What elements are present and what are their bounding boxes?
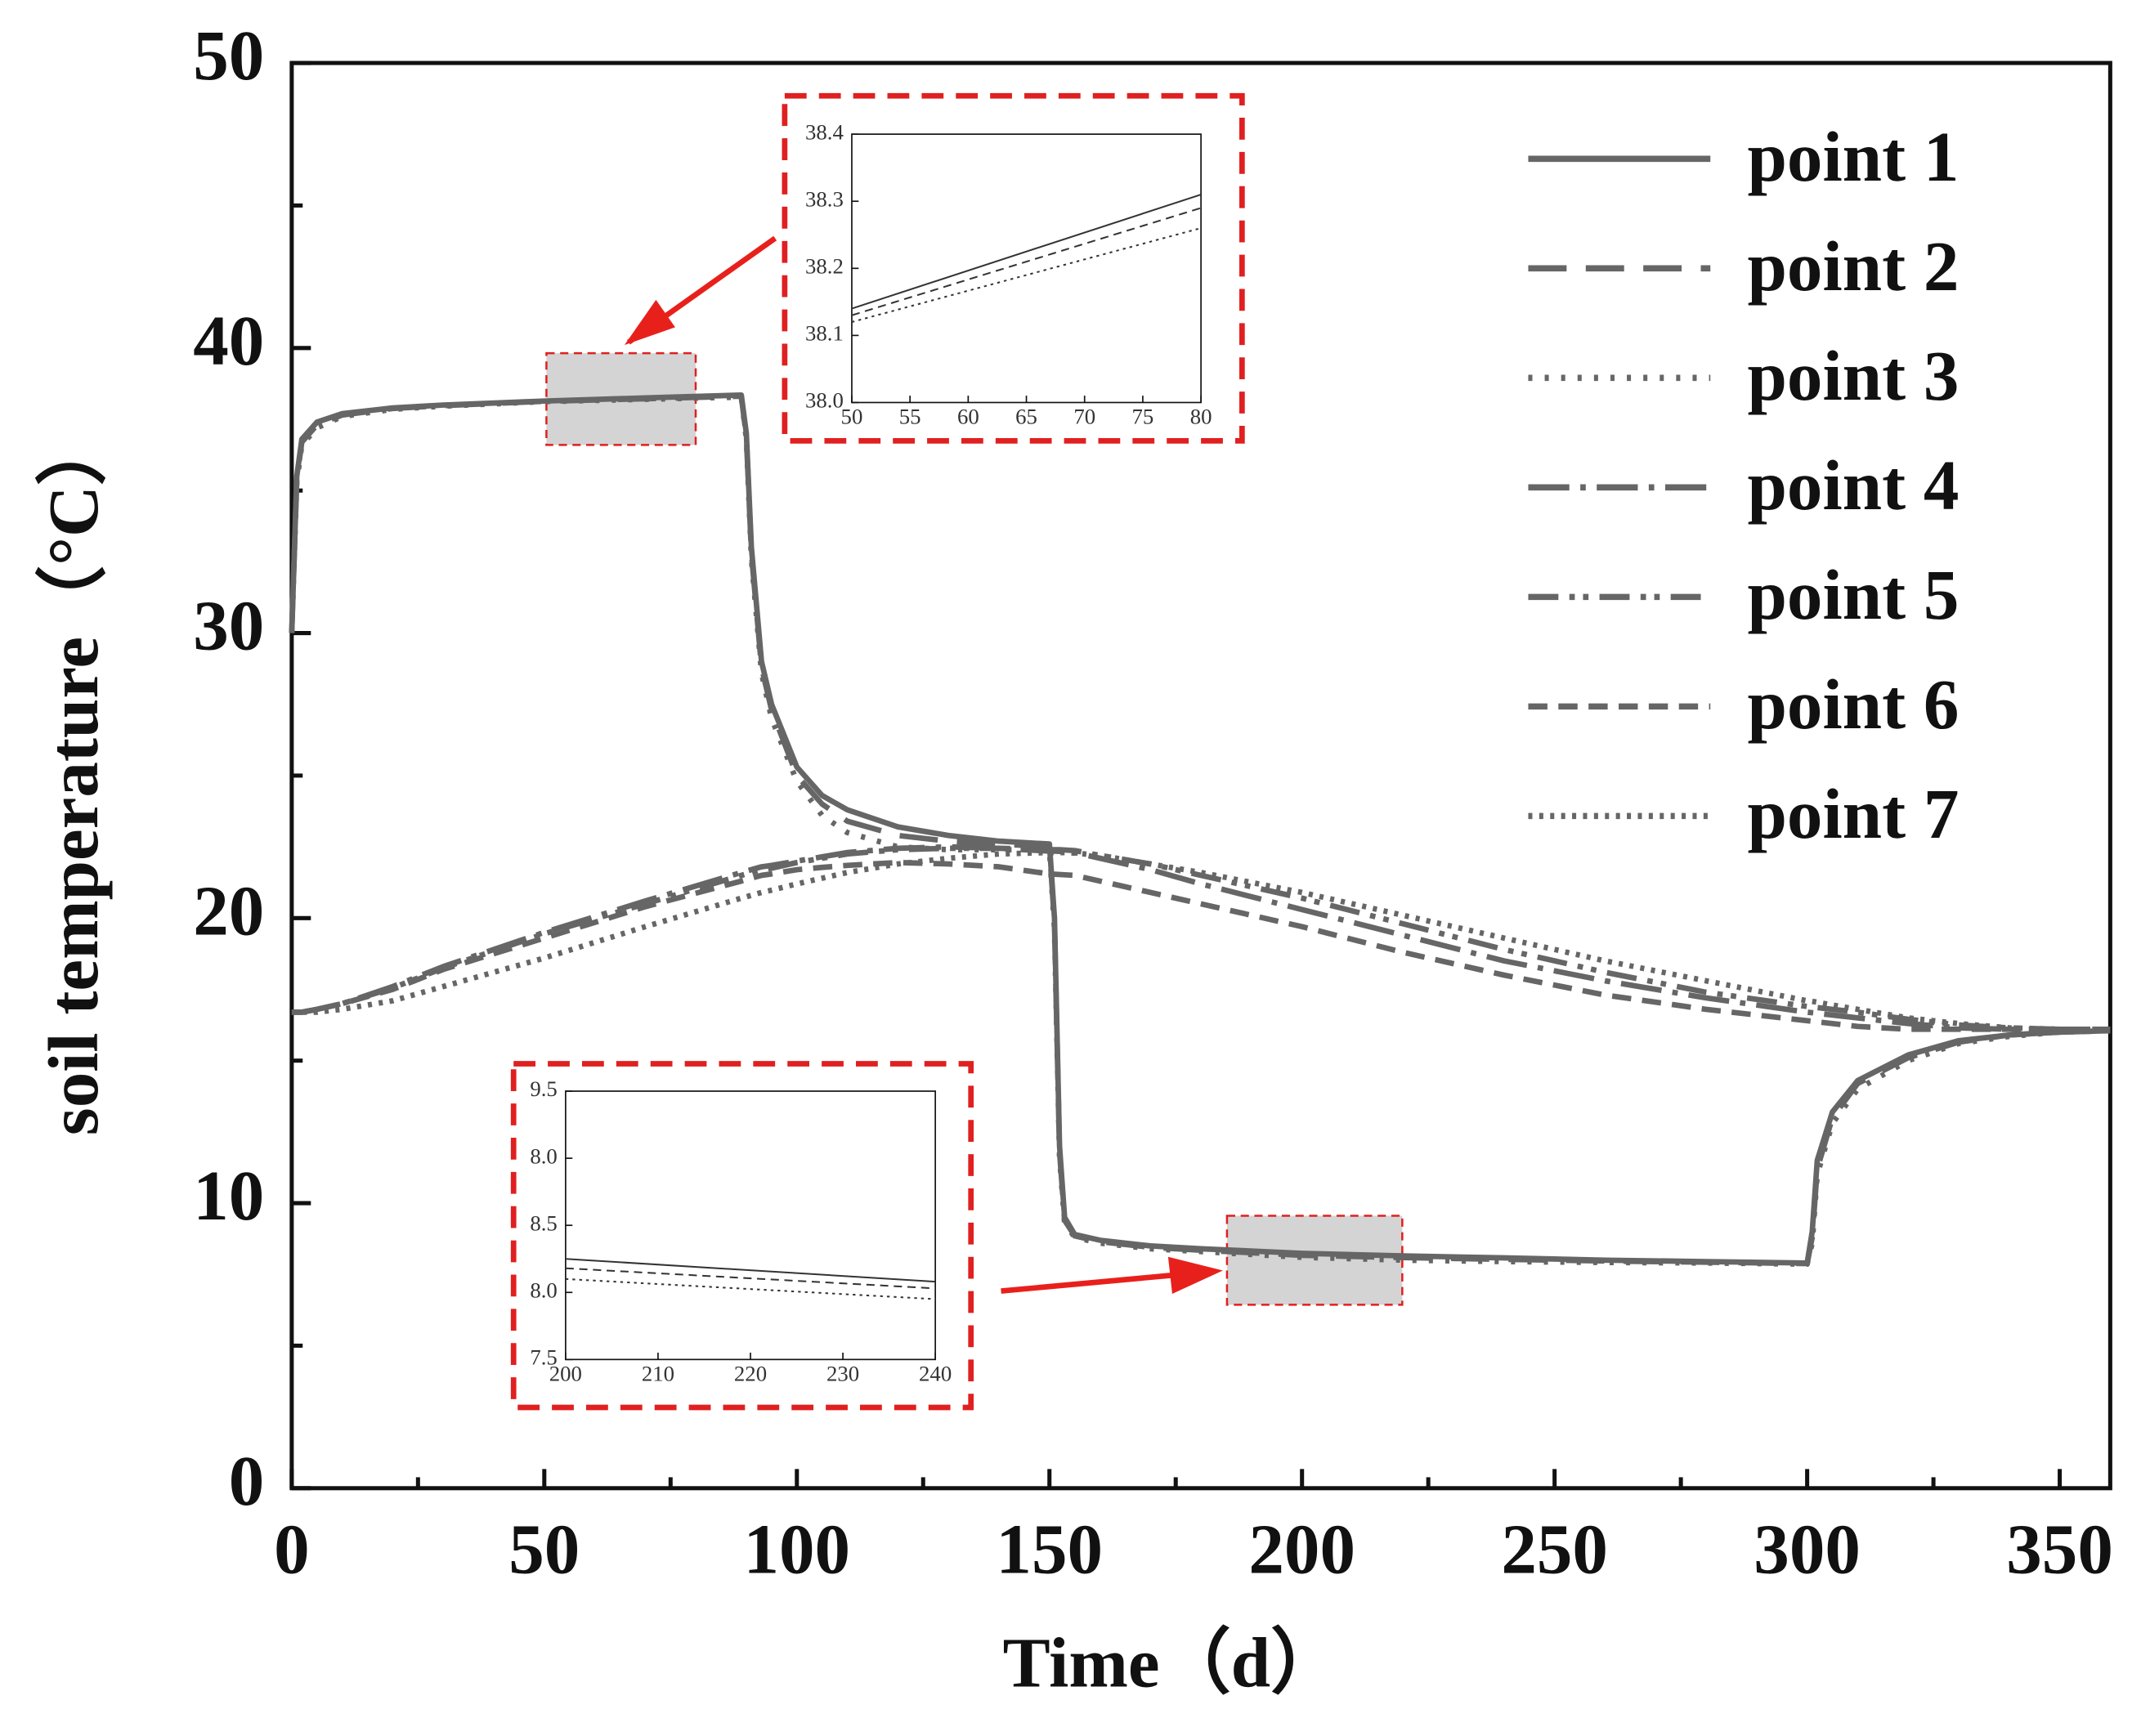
arrow [1001,1272,1180,1294]
arrow-head [1167,1256,1223,1294]
legend-label: point 5 [1747,555,1959,634]
y-tick-label: 50 [193,16,264,95]
x-tick-label: 200 [549,1362,582,1386]
x-tick-label: 80 [1190,405,1212,429]
y-tick-label: 38.3 [805,186,844,211]
x-tick-label: 50 [841,405,863,429]
y-tick-label: 38.1 [805,321,844,346]
x-tick-label: 65 [1015,405,1037,429]
x-tick-label: 75 [1132,405,1154,429]
data-line [565,1277,936,1300]
y-tick-label: 38.4 [805,119,844,144]
arrow-head [624,299,675,346]
y-tick-label: 40 [193,301,264,380]
x-tick-label: 220 [734,1362,767,1386]
legend-label: point 7 [1747,774,1959,853]
x-tick-label: 60 [957,405,979,429]
y-tick-label: 10 [193,1156,264,1235]
data-line [291,859,2111,1032]
y-tick-label: 8.5 [530,1210,558,1235]
x-tick-label: 200 [1248,1510,1355,1589]
x-tick-label: 50 [508,1510,580,1589]
x-tick-label: 250 [1501,1510,1608,1589]
data-line [565,1258,936,1283]
legend-label: point 1 [1747,117,1959,196]
data-line [291,849,2111,1032]
y-tick-label: 30 [193,586,264,665]
data-line [851,227,1202,323]
y-tick-label: 0 [229,1441,265,1520]
data-line [851,194,1202,310]
y-tick-label: 7.5 [530,1345,558,1370]
y-tick-label: 38.0 [805,388,844,413]
y-axis-label: soil temperature（°C） [34,414,113,1135]
legend-label: point 4 [1747,445,1959,525]
x-tick-label: 150 [996,1510,1103,1589]
legend-label: point 6 [1747,664,1959,744]
x-tick-label: 55 [899,405,921,429]
legend-label: point 3 [1747,336,1959,415]
x-tick-label: 70 [1073,405,1095,429]
y-tick-label: 8.0 [530,1143,558,1168]
x-tick-label: 300 [1754,1510,1861,1589]
x-tick-label: 350 [2006,1510,2113,1589]
inset-frame [510,1061,974,1411]
x-tick-label: 240 [919,1362,952,1386]
x-axis-label: Time（d） [1003,1623,1342,1702]
x-tick-label: 210 [642,1362,674,1386]
data-line [291,845,2111,1032]
x-tick-label: 100 [743,1510,850,1589]
y-tick-label: 9.5 [530,1076,558,1101]
y-tick-label: 38.2 [805,253,844,278]
x-tick-label: 230 [826,1362,859,1386]
x-tick-label: 0 [274,1510,310,1589]
data-line [565,1267,936,1290]
inset-frame [782,92,1245,444]
data-line [851,207,1202,316]
y-tick-label: 8.0 [530,1277,558,1302]
y-tick-label: 20 [193,870,264,950]
data-line [289,391,2111,1266]
legend-label: point 2 [1747,226,1959,306]
